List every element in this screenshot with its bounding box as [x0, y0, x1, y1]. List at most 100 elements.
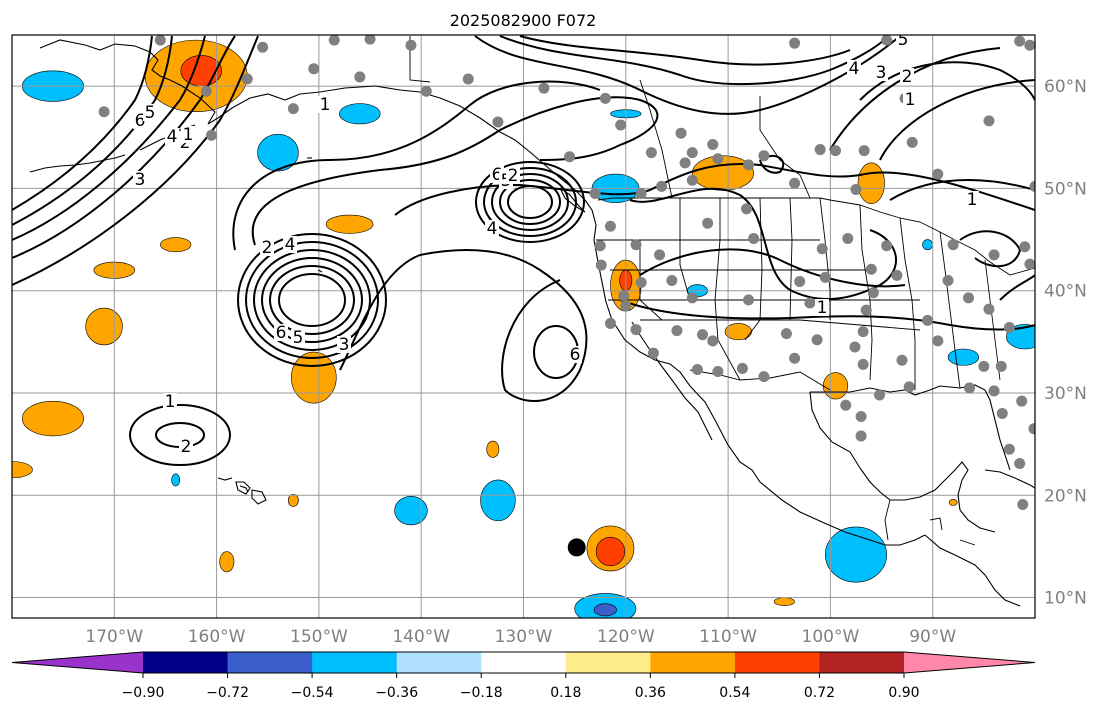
contour-label: 2	[902, 67, 913, 87]
anomaly-blob	[822, 372, 849, 400]
contour-line	[999, 274, 1035, 301]
contour-label: 1	[905, 90, 916, 110]
lon-tick-label: 150°W	[290, 627, 348, 647]
contour-ring-low2	[499, 179, 561, 225]
map-frame	[11, 34, 1036, 619]
station-dot	[1014, 35, 1026, 47]
anomaly-blob	[290, 351, 337, 404]
station-dot	[849, 341, 861, 353]
lon-tick-label: 110°W	[699, 627, 757, 647]
anomaly-blob	[21, 400, 84, 437]
station-dot	[830, 145, 842, 157]
lat-tick-label: 20°N	[1044, 486, 1087, 506]
borders	[409, 36, 1035, 546]
anomaly-blob	[12, 461, 33, 479]
colorbar-segment	[481, 652, 567, 673]
colorbar-tick-label: −0.36	[375, 685, 418, 701]
station-dot	[635, 277, 647, 289]
colorbar-tick-label: −0.90	[122, 685, 165, 701]
contour-line	[251, 96, 659, 246]
station-dot	[328, 35, 340, 46]
anomaly-blob	[922, 239, 934, 251]
contour-line	[12, 35, 206, 241]
station-dot	[647, 347, 659, 359]
station-dot	[420, 85, 432, 97]
colorbar-tick-label: 0.36	[635, 685, 666, 701]
colorbar-segment	[396, 652, 482, 673]
coastlines	[29, 39, 1035, 607]
lon-tick-label: 130°W	[495, 627, 553, 647]
station-dot	[679, 157, 691, 169]
contour-label: 4	[849, 59, 860, 79]
contour-line	[339, 249, 588, 402]
station-dot	[635, 188, 647, 200]
contour-label: 5	[293, 328, 304, 348]
station-dot	[1024, 258, 1035, 270]
station-dot	[867, 287, 879, 299]
contour-ring-low1	[253, 249, 371, 351]
station-dot	[686, 174, 698, 186]
station-dot	[922, 314, 934, 326]
station-dot	[712, 153, 724, 165]
station-dot	[758, 150, 770, 162]
station-dot	[1016, 395, 1028, 407]
anomaly-blob	[85, 307, 123, 346]
station-dot	[996, 407, 1008, 419]
station-dot	[1003, 322, 1015, 334]
station-dot	[1003, 443, 1015, 455]
colorbar: −0.90 −0.72 −0.54 −0.36 −0.18 0.18 0.36 0.54 0.7…	[11, 651, 1036, 701]
station-dot	[881, 240, 893, 252]
station-dot	[154, 35, 166, 46]
station-dot	[819, 271, 831, 283]
contour-ring-low1	[237, 233, 387, 367]
station-dot	[630, 239, 642, 251]
anomaly-blob	[287, 493, 299, 507]
anomaly-blob	[691, 155, 754, 191]
anomaly-blob	[394, 495, 428, 526]
station-dot	[666, 274, 678, 286]
station-dot	[599, 92, 611, 104]
contour-line	[759, 154, 785, 174]
station-dot	[988, 249, 1000, 261]
colorbar-segment	[650, 652, 736, 673]
station-dot	[789, 352, 801, 364]
station-dot	[564, 151, 576, 163]
station-dot	[364, 35, 376, 45]
contour-label: 2	[262, 238, 273, 258]
colorbar-tick-label: −0.72	[206, 685, 249, 701]
station-dot	[906, 136, 918, 148]
station-dot	[903, 381, 915, 393]
station-dot	[712, 366, 724, 378]
station-dot	[675, 127, 687, 139]
plot-title: 2025082900 F072	[450, 11, 597, 30]
contour-line	[959, 230, 1022, 268]
station-dot	[741, 203, 753, 215]
station-dot	[589, 188, 601, 200]
contour-label: 6	[492, 165, 503, 185]
station-dot	[816, 243, 828, 255]
station-dot	[645, 147, 657, 159]
contour-label: 4	[487, 219, 498, 239]
station-dot	[789, 37, 801, 49]
contour-label: 1	[967, 190, 978, 210]
anomaly-blob	[857, 162, 885, 205]
lon-tick-label: 120°W	[597, 627, 655, 647]
anomaly-blob	[593, 603, 617, 617]
station-dot	[942, 274, 954, 286]
station-dot	[995, 360, 1007, 372]
station-dot	[932, 168, 944, 180]
station-dot	[794, 275, 806, 287]
contour-line	[639, 248, 906, 288]
contour-label: 3	[135, 170, 146, 190]
contour-label: 2	[508, 166, 519, 186]
station-dot	[691, 363, 703, 375]
colorbar-tick-label: −0.18	[460, 685, 503, 701]
contour-line	[12, 35, 259, 286]
station-dot	[865, 263, 877, 275]
contour-label: 4	[285, 235, 296, 255]
station-dot	[654, 249, 666, 261]
anomaly-blob	[219, 551, 235, 573]
station-dot	[855, 411, 867, 423]
colorbar-tick-label: 0.72	[804, 685, 835, 701]
